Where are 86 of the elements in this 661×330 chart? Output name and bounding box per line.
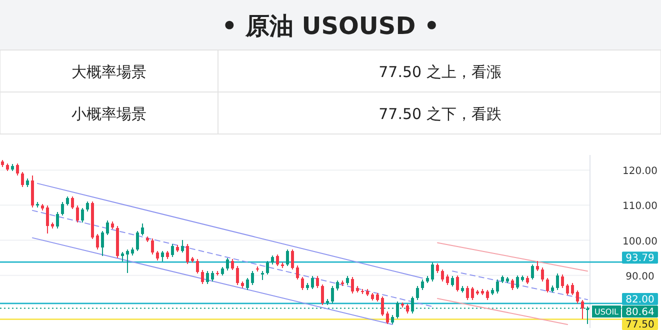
candlestick [126, 248, 129, 274]
candlestick [336, 280, 339, 291]
candlestick [106, 220, 109, 236]
candlestick [196, 258, 199, 274]
candlestick [96, 233, 99, 250]
candlestick [421, 279, 424, 290]
candlestick [231, 258, 234, 271]
text: 77.50 之下，看跌 [378, 105, 502, 123]
candlestick [76, 205, 79, 223]
candlestick [451, 276, 454, 288]
candlestick [406, 303, 409, 314]
candlestick [56, 212, 59, 229]
y-tick-label: 120.00 [622, 166, 658, 178]
text: 小概率場景 [72, 105, 146, 123]
chart-title: • 原油 USOUSD • [222, 12, 440, 40]
candlestick [101, 230, 104, 257]
candlestick [311, 276, 314, 290]
candlestick [381, 296, 384, 317]
ref-line-label: 82.00 [626, 294, 654, 306]
candlestick [571, 282, 574, 296]
candlestick [566, 283, 569, 296]
candlestick [436, 262, 439, 274]
candlestick [321, 284, 324, 306]
candlestick [331, 286, 334, 304]
candlestick [486, 289, 489, 300]
candlestick [71, 196, 74, 210]
candlestick [161, 250, 164, 262]
candlestick [211, 270, 214, 282]
candlestick [561, 274, 564, 288]
candlestick [156, 250, 159, 261]
candlestick [531, 264, 534, 280]
candlestick [181, 239, 184, 254]
candlestick [541, 267, 544, 282]
y-tick-label: 100.00 [622, 236, 658, 248]
candlestick [466, 286, 469, 300]
candlestick [296, 265, 299, 280]
candlestick [431, 262, 434, 282]
candlestick [66, 196, 69, 206]
candlestick [441, 268, 444, 282]
candlestick [21, 171, 24, 188]
candlestick [201, 270, 204, 284]
candlestick [86, 200, 89, 212]
candlestick [316, 276, 319, 288]
candlestick [391, 314, 394, 325]
candlestick [271, 254, 274, 265]
candlestick [471, 286, 474, 300]
candlestick [556, 273, 559, 290]
candlestick [546, 277, 549, 294]
candlestick [446, 274, 449, 286]
candlestick [186, 244, 189, 264]
candlestick [46, 205, 49, 234]
y-tick-label: 110.00 [622, 201, 658, 212]
text: 大概率場景 [72, 63, 146, 81]
candlestick [581, 299, 584, 320]
y-tick-label: 90.00 [626, 271, 654, 282]
text: 77.50 之上，看漲 [378, 63, 502, 81]
candlestick [151, 238, 154, 255]
candlestick [576, 290, 579, 304]
candlestick [206, 270, 209, 284]
candlestick [266, 260, 269, 276]
candlestick [81, 207, 84, 223]
candlestick [496, 279, 499, 294]
ref-line-label: USOIL 80.64 [594, 307, 654, 318]
candlestick [416, 286, 419, 300]
candlestick [516, 274, 519, 290]
ref-line-label: 77.50 [626, 320, 654, 330]
ref-line-label: 93.79 [626, 253, 654, 264]
candlestick [226, 257, 229, 271]
candlestick [171, 244, 174, 258]
candlestick [251, 270, 254, 286]
candlestick [16, 162, 19, 176]
candlestick [291, 248, 294, 270]
candlestick [386, 311, 389, 325]
candlestick [301, 276, 304, 290]
candlestick [236, 266, 239, 286]
candlestick [246, 277, 249, 290]
candlestick [121, 251, 124, 262]
candlestick [456, 274, 459, 292]
candlestick [276, 254, 279, 267]
candlestick [61, 202, 64, 216]
candlestick [536, 260, 539, 272]
candlestick [511, 278, 514, 290]
candlestick [286, 248, 289, 267]
candlestick [141, 222, 144, 236]
candlestick [351, 276, 354, 294]
candlestick [136, 230, 139, 252]
